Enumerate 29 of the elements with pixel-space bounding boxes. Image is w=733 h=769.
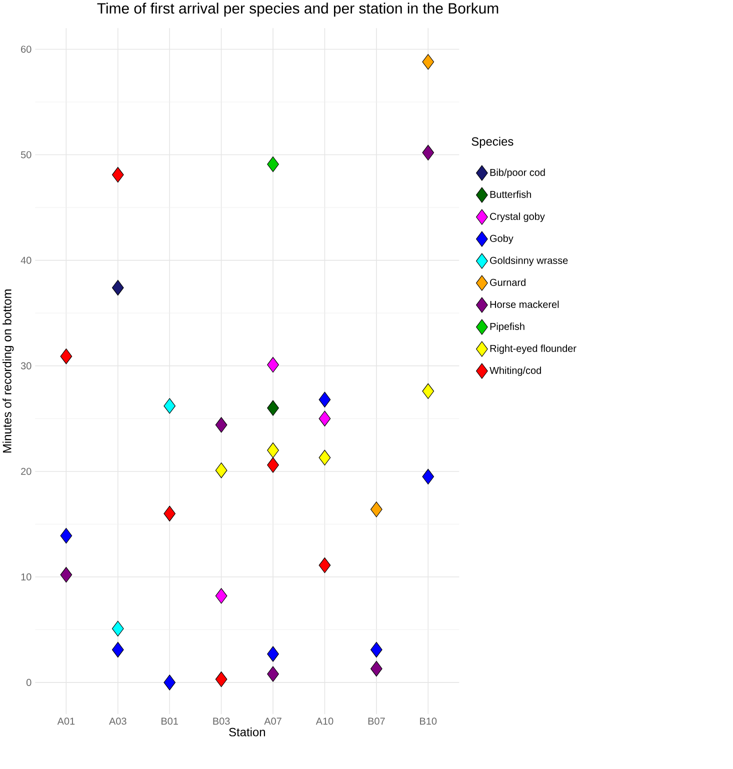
y-tick-label: 50: [20, 151, 32, 158]
x-tick-label: A10: [316, 718, 334, 725]
y-tick-label: 60: [21, 46, 32, 53]
y-axis-title: Minutes of recording on bottom: [2, 290, 14, 453]
y-tick-label: 10: [21, 573, 32, 580]
legend-label: Butterfish: [490, 190, 531, 198]
y-tick-label: 20: [21, 468, 32, 475]
y-tick-label: 0: [26, 678, 32, 686]
legend-label: Pipefish: [490, 322, 524, 332]
x-tick-label: B07: [368, 718, 385, 725]
legend-label: Bib/poor cod: [490, 168, 545, 178]
x-tick-label: A03: [109, 718, 126, 725]
y-tick-label: 30: [20, 362, 32, 370]
y-tick-label: 40: [20, 256, 32, 264]
x-tick-label: B01: [162, 718, 178, 725]
legend-title: Species: [472, 136, 514, 148]
x-tick-label: A01: [57, 718, 75, 725]
legend-label: Goldsinny wrasse: [490, 256, 568, 266]
x-tick-label: B10: [420, 718, 437, 725]
legend-label: Crystal goby: [490, 212, 545, 222]
x-tick-label: B03: [213, 718, 230, 725]
x-axis-title: Station: [229, 728, 265, 736]
legend-label: Right-eyed flounder: [490, 344, 576, 354]
x-tick-label: A07: [264, 718, 282, 725]
legend-label: Horse mackerel: [490, 300, 559, 308]
legend-label: Whiting/cod: [490, 366, 541, 376]
legend-label: Goby: [490, 234, 514, 244]
chart-title: Time of first arrival per species and per station in the Borkum: [97, 2, 498, 17]
legend-label: Gurnard: [490, 278, 526, 286]
